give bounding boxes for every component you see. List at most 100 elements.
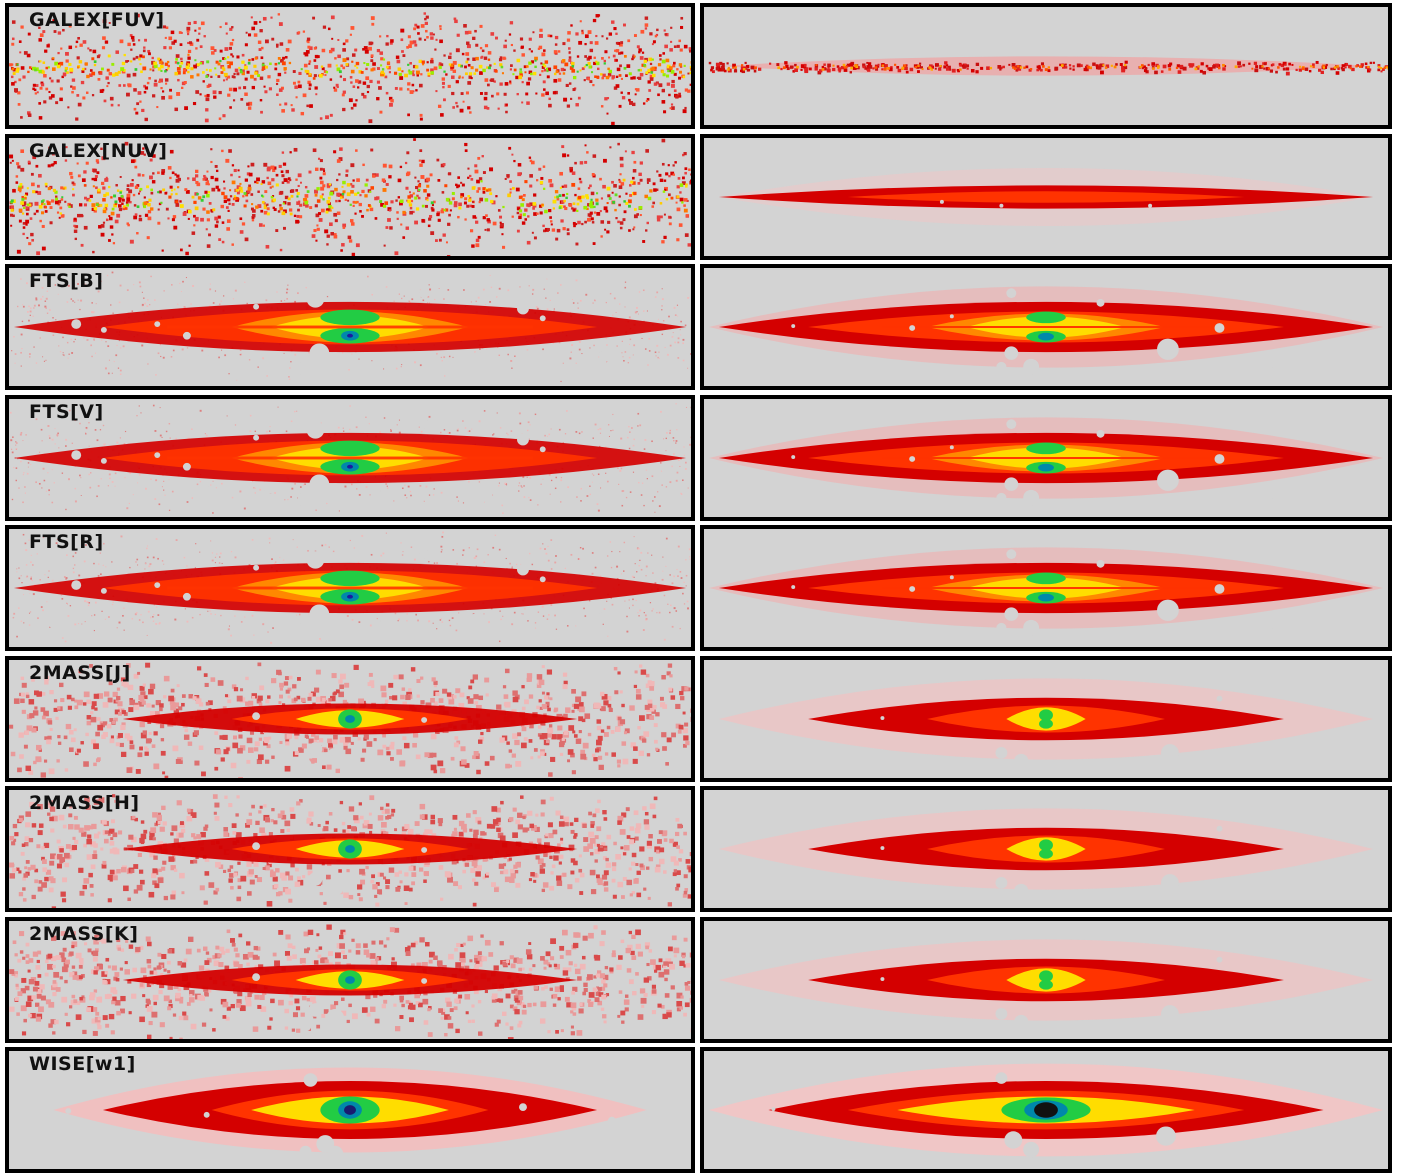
noise-pixel (190, 75, 194, 78)
noise-pixel (313, 229, 316, 232)
noise-pixel (239, 490, 241, 492)
noise-pixel (517, 172, 521, 176)
noise-pixel (77, 162, 79, 164)
noise-pixel (458, 612, 459, 613)
noise-pixel (144, 39, 147, 42)
noise-pixel (489, 301, 491, 303)
noise-pixel (546, 553, 548, 555)
noise-pixel (366, 209, 369, 212)
noise-pixel (544, 435, 546, 437)
noise-pixel (127, 184, 130, 187)
noise-pixel (506, 433, 507, 434)
noise-pixel (501, 233, 503, 235)
noise-pixel (546, 70, 548, 72)
noise-pixel (87, 601, 89, 603)
noise-pixel (547, 436, 548, 437)
noise-pixel (384, 417, 385, 418)
noise-pixel (41, 606, 43, 608)
noise-pixel (251, 16, 253, 18)
noise-pixel (347, 200, 349, 202)
noise-pixel (547, 228, 550, 231)
noise-pixel (11, 209, 14, 212)
noise-pixel (564, 207, 567, 210)
noise-pixel (109, 360, 110, 361)
noise-pixel (350, 204, 352, 206)
noise-pixel (571, 352, 572, 353)
noise-pixel (666, 538, 668, 540)
noise-pixel (459, 75, 461, 77)
noise-pixel (1102, 64, 1104, 66)
noise-pixel (685, 185, 687, 187)
noise-pixel (142, 292, 143, 293)
noise-pixel (244, 192, 247, 195)
noise-pixel (260, 99, 262, 101)
noise-pixel (393, 500, 394, 501)
noise-pixel (369, 191, 371, 193)
noise-pixel (193, 224, 195, 226)
noise-pixel (976, 63, 979, 66)
noise-pixel (452, 357, 453, 358)
noise-pixel (467, 81, 471, 85)
noise-pixel (522, 221, 525, 224)
noise-pixel (80, 214, 83, 217)
noise-pixel (265, 66, 268, 69)
noise-pixel (115, 184, 117, 186)
noise-pixel (682, 479, 684, 481)
noise-pixel (653, 188, 657, 191)
noise-pixel (192, 285, 194, 287)
noise-pixel (516, 564, 517, 565)
noise-pixel (129, 567, 130, 568)
noise-pixel (15, 69, 19, 73)
noise-pixel (622, 505, 624, 507)
noise-pixel (575, 243, 578, 246)
noise-pixel (20, 168, 24, 172)
noise-pixel (262, 623, 264, 625)
noise-pixel (595, 567, 597, 569)
noise-pixel (229, 189, 231, 191)
noise-pixel (315, 240, 317, 242)
noise-pixel (532, 202, 536, 206)
noise-pixel (615, 59, 618, 62)
noise-pixel (333, 87, 335, 89)
noise-pixel (22, 440, 23, 441)
noise-pixel (571, 62, 575, 65)
noise-pixel (276, 174, 279, 177)
noise-pixel (350, 163, 354, 167)
noise-pixel (389, 209, 391, 211)
noise-pixel (457, 34, 460, 37)
noise-pixel (514, 612, 516, 614)
noise-pixel (517, 59, 521, 62)
noise-pixel (251, 27, 255, 31)
noise-pixel (140, 614, 141, 615)
noise-pixel (224, 47, 228, 51)
noise-pixel (517, 93, 519, 95)
noise-pixel (552, 228, 555, 231)
noise-pixel (263, 163, 267, 167)
noise-pixel (50, 206, 53, 209)
noise-pixel (626, 497, 627, 498)
noise-pixel (540, 181, 543, 184)
noise-pixel (309, 60, 311, 62)
noise-pixel (564, 185, 567, 188)
star-mask (517, 434, 529, 446)
noise-pixel (339, 510, 340, 511)
noise-pixel (196, 39, 199, 42)
noise-pixel (356, 243, 360, 247)
noise-pixel (66, 554, 68, 556)
noise-pixel (685, 233, 689, 237)
noise-pixel (515, 76, 518, 79)
noise-pixel (474, 30, 477, 33)
noise-pixel (536, 179, 538, 181)
noise-pixel (163, 481, 164, 482)
noise-pixel (494, 63, 496, 65)
noise-pixel (203, 80, 205, 82)
noise-pixel (539, 34, 543, 38)
noise-pixel (629, 316, 631, 318)
noise-pixel (106, 219, 109, 222)
noise-pixel (435, 239, 438, 242)
noise-pixel (21, 432, 23, 434)
noise-pixel (115, 220, 119, 224)
noise-pixel (449, 201, 452, 204)
noise-pixel (107, 275, 108, 276)
noise-pixel (794, 68, 798, 72)
